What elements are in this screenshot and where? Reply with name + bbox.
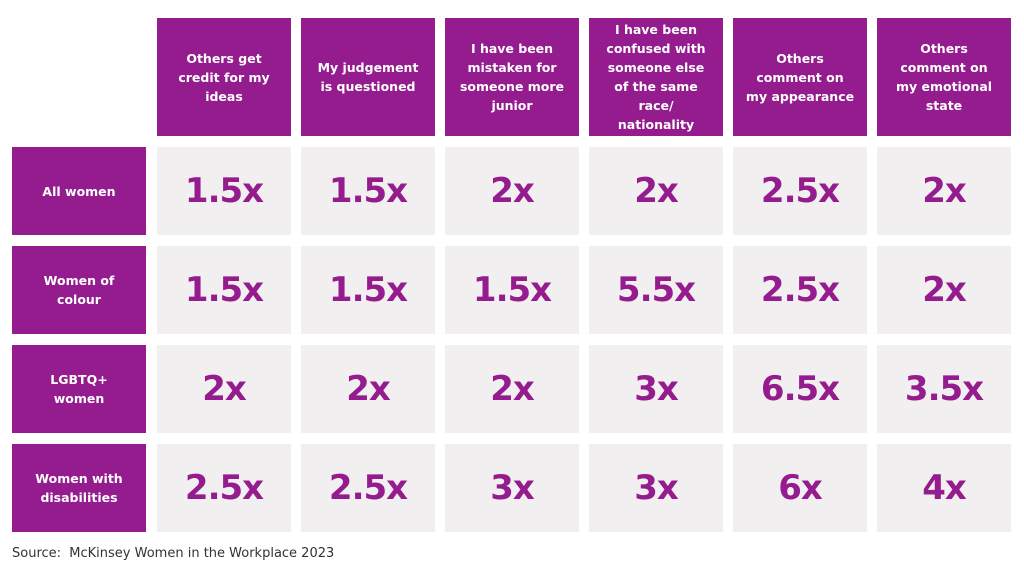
cell: 2x — [301, 345, 435, 433]
cell: 4x — [877, 444, 1011, 532]
row-header: Women of colour — [12, 246, 146, 334]
cell: 3.5x — [877, 345, 1011, 433]
cell: 1.5x — [157, 246, 291, 334]
cell: 1.5x — [157, 147, 291, 235]
column-header: I have been confused with someone else o… — [589, 18, 723, 136]
cell: 2.5x — [733, 246, 867, 334]
row-header: All women — [12, 147, 146, 235]
cell: 2x — [589, 147, 723, 235]
row-header: LGBTQ+ women — [12, 345, 146, 433]
cell: 6x — [733, 444, 867, 532]
cell: 1.5x — [301, 147, 435, 235]
cell: 3x — [445, 444, 579, 532]
cell: 2.5x — [157, 444, 291, 532]
row-header: Women with disabilities — [12, 444, 146, 532]
source: Source: McKinsey Women in the Workplace … — [12, 546, 335, 561]
cell: 2x — [877, 246, 1011, 334]
cell: 1.5x — [445, 246, 579, 334]
cell: 2.5x — [733, 147, 867, 235]
cell: 2x — [877, 147, 1011, 235]
column-header: My judgement is questioned — [301, 18, 435, 136]
column-header: Others comment on my appearance — [733, 18, 867, 136]
column-header: Others comment on my emotional state — [877, 18, 1011, 136]
cell: 2x — [445, 147, 579, 235]
cell: 5.5x — [589, 246, 723, 334]
cell: 6.5x — [733, 345, 867, 433]
column-header: I have been mistaken for someone more ju… — [445, 18, 579, 136]
cell: 2x — [157, 345, 291, 433]
cell: 3x — [589, 345, 723, 433]
cell: 1.5x — [301, 246, 435, 334]
cell: 3x — [589, 444, 723, 532]
cell: 2x — [445, 345, 579, 433]
cell: 2.5x — [301, 444, 435, 532]
column-header: Others get credit for my ideas — [157, 18, 291, 136]
